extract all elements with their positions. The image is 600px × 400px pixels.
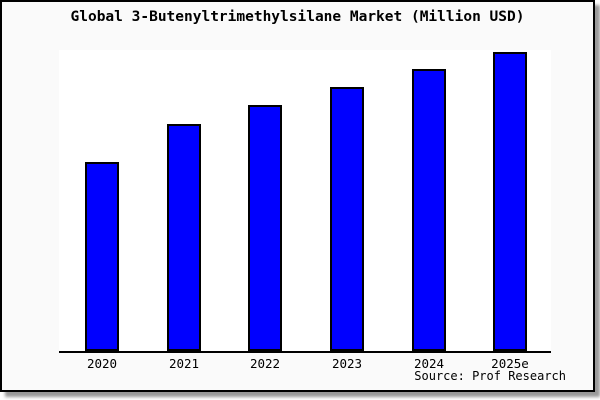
- bar-2023: [330, 87, 364, 351]
- x-tick-2023: 2023: [331, 356, 363, 371]
- bar-2024: [412, 69, 446, 351]
- chart-title: Global 3-Butenyltrimethylsilane Market (…: [70, 9, 525, 25]
- x-tick-2024: 2024: [413, 356, 445, 371]
- source-caption: Source: Prof Research: [414, 369, 566, 383]
- x-axis-labels: 2020 2021 2022 2023 2024 2025e: [59, 356, 551, 372]
- plot-area: [59, 50, 551, 353]
- x-tick-2021: 2021: [168, 356, 200, 371]
- bar-2021: [167, 124, 201, 351]
- x-tick-2022: 2022: [249, 356, 281, 371]
- bar-2022: [248, 105, 282, 351]
- x-tick-2025e: 2025e: [491, 356, 529, 371]
- bar-2020: [85, 162, 119, 351]
- bar-2025e: [493, 52, 527, 351]
- x-tick-2020: 2020: [86, 356, 118, 371]
- chart-window: Global 3-Butenyltrimethylsilane Market (…: [0, 0, 595, 392]
